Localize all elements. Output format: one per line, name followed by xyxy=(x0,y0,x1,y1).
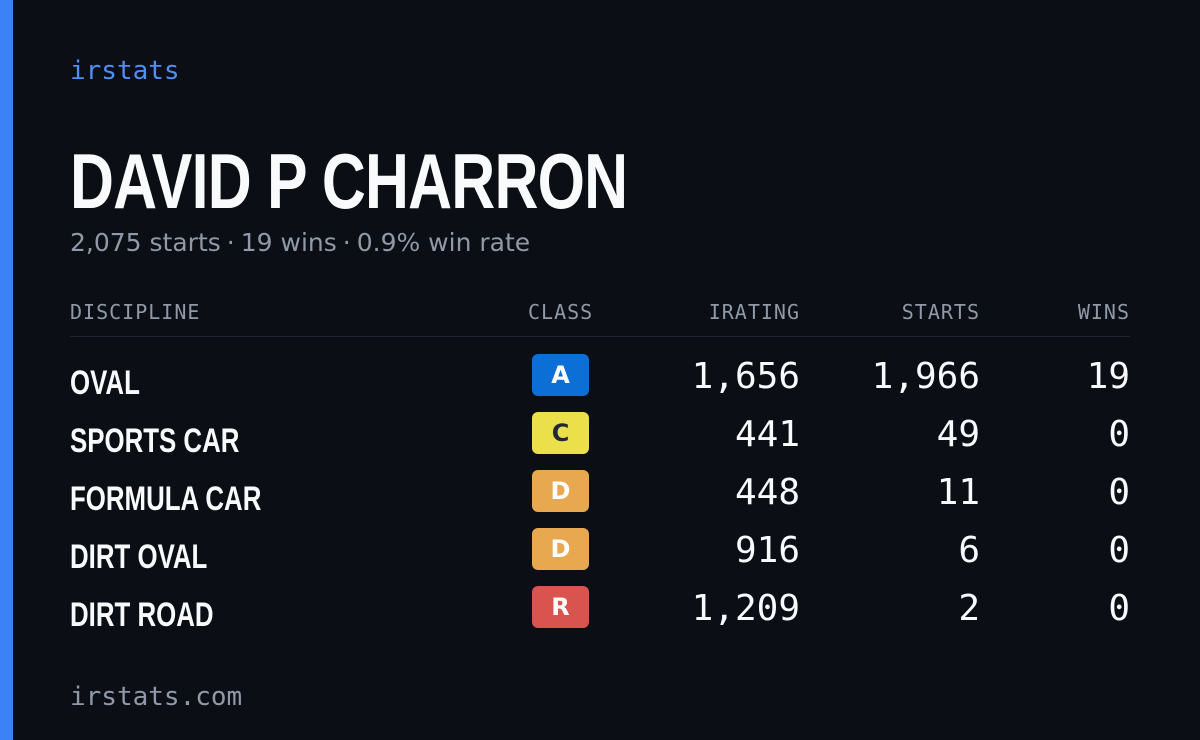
starts-summary: 2,075 starts xyxy=(70,228,221,257)
table-row: SPORTS CAR C 441 49 0 xyxy=(70,410,1130,468)
class-badge: D xyxy=(532,528,589,570)
irating-value: 916 xyxy=(734,530,800,571)
starts-value: 49 xyxy=(936,414,980,455)
irating-value: 441 xyxy=(734,414,800,455)
driver-summary: 2,075 starts · 19 wins · 0.9% win rate xyxy=(70,228,530,257)
starts-value: 11 xyxy=(936,472,980,513)
class-badge: A xyxy=(532,354,589,396)
driver-name: DAVID P CHARRON xyxy=(70,137,628,225)
table-row: FORMULA CAR D 448 11 0 xyxy=(70,468,1130,526)
header-irating: IRATING xyxy=(708,300,800,324)
wins-value: 19 xyxy=(1086,356,1130,397)
discipline-name: OVAL xyxy=(70,364,140,402)
discipline-name: SPORTS CAR xyxy=(70,422,240,460)
wins-value: 0 xyxy=(1108,472,1130,513)
header-starts: STARTS xyxy=(901,300,980,324)
brand-logo-text: irstats xyxy=(70,56,180,86)
starts-value: 1,966 xyxy=(871,356,980,397)
discipline-table: OVAL A 1,656 1,966 19 SPORTS CAR C 441 4… xyxy=(70,352,1130,642)
header-discipline: DISCIPLINE xyxy=(70,300,201,324)
header-class: CLASS xyxy=(528,300,594,324)
wins-value: 0 xyxy=(1108,530,1130,571)
table-row: OVAL A 1,656 1,966 19 xyxy=(70,352,1130,410)
wins-value: 0 xyxy=(1108,414,1130,455)
discipline-name: FORMULA CAR xyxy=(70,480,262,518)
wins-summary: 19 wins xyxy=(240,228,337,257)
table-row: DIRT OVAL D 916 6 0 xyxy=(70,526,1130,584)
table-header: DISCIPLINE CLASS IRATING STARTS WINS xyxy=(70,300,1130,337)
winrate-summary: 0.9% win rate xyxy=(356,228,531,257)
irating-value: 1,209 xyxy=(691,588,800,629)
class-badge: D xyxy=(532,470,589,512)
table-row: DIRT ROAD R 1,209 2 0 xyxy=(70,584,1130,642)
starts-value: 2 xyxy=(958,588,980,629)
summary-separator: · xyxy=(342,228,351,257)
class-badge: C xyxy=(532,412,589,454)
accent-bar xyxy=(0,0,13,740)
wins-value: 0 xyxy=(1108,588,1130,629)
footer-url: irstats.com xyxy=(70,682,243,712)
class-badge: R xyxy=(532,586,589,628)
discipline-name: DIRT ROAD xyxy=(70,596,214,634)
discipline-name: DIRT OVAL xyxy=(70,538,208,576)
irating-value: 448 xyxy=(734,472,800,513)
irating-value: 1,656 xyxy=(691,356,800,397)
header-wins: WINS xyxy=(1077,300,1130,324)
summary-separator: · xyxy=(226,228,235,257)
starts-value: 6 xyxy=(958,530,980,571)
